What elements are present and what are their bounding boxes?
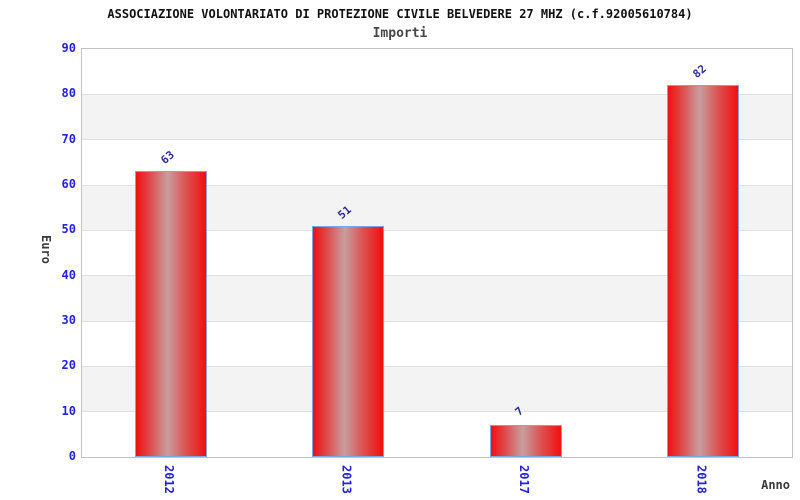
plot-area: 63 51 7 82 (81, 48, 793, 458)
chart-title: ASSOCIAZIONE VOLONTARIATO DI PROTEZIONE … (107, 7, 693, 21)
y-tick-label: 20 (61, 358, 76, 373)
gridline (82, 184, 792, 186)
x-tick-label: 2013 (339, 465, 354, 494)
x-tick-label: 2017 (516, 465, 531, 494)
bar-2012 (134, 171, 207, 457)
y-tick-label: 70 (61, 131, 76, 146)
y-axis-title: Euro (39, 235, 53, 264)
gridline (82, 93, 792, 95)
bar-2017 (489, 425, 562, 457)
y-tick-label: 10 (61, 403, 76, 418)
y-tick-label: 60 (61, 177, 76, 191)
gridline (82, 320, 792, 322)
y-tick-label: 30 (61, 313, 76, 327)
y-tick-label: 90 (61, 41, 76, 55)
chart-subtitle: Importi (372, 26, 428, 41)
gridline (82, 139, 792, 141)
x-tick-label: 2018 (694, 465, 709, 494)
gridline (82, 365, 792, 367)
x-tick-label: 2012 (161, 465, 176, 494)
y-tick-label: 50 (61, 222, 76, 237)
bar-2013 (312, 225, 385, 457)
y-tick-label: 0 (68, 449, 76, 463)
bar-2018 (667, 85, 740, 457)
y-tick-label: 80 (61, 86, 76, 101)
gridline (82, 275, 792, 277)
y-tick-label: 40 (61, 267, 76, 282)
gridline (82, 229, 792, 231)
gridline (82, 411, 792, 413)
x-axis-title: Anno (761, 478, 790, 492)
